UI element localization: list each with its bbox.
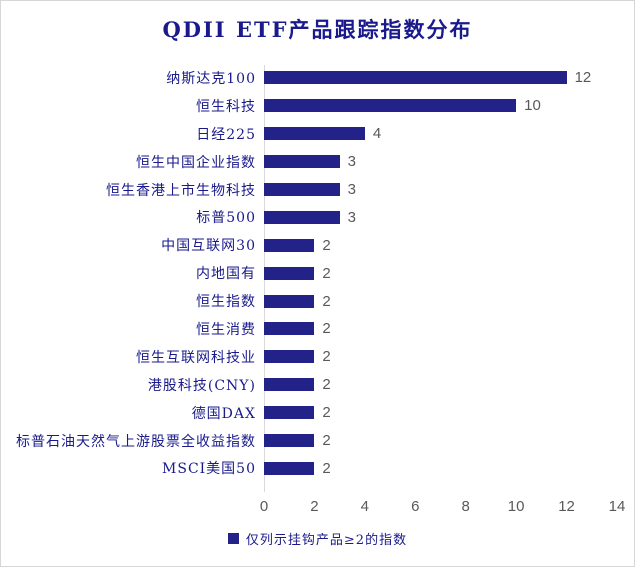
plot-cell: 2	[264, 399, 617, 427]
plot-cell: 2	[264, 287, 617, 315]
bar-row: 德国DAX 2	[1, 399, 634, 427]
category-label: 恒生中国企业指数	[136, 154, 256, 171]
legend-label: 仅列示挂钩产品≥2的指数	[245, 533, 408, 548]
plot-cell: 2	[264, 454, 617, 482]
plot-cell: 2	[264, 231, 617, 259]
value-label: 3	[347, 153, 356, 171]
bar-row: 恒生消费 2	[1, 315, 634, 343]
bar	[264, 266, 315, 280]
value-label: 4	[372, 125, 382, 143]
x-axis-tick: 6	[411, 498, 420, 515]
plot-cell: 2	[264, 343, 617, 371]
bar	[264, 406, 315, 420]
plot-cell: 12	[264, 64, 617, 92]
value-label: 2	[322, 292, 331, 310]
legend-item: 仅列示挂钩产品≥2的指数	[227, 529, 408, 548]
value-label: 2	[322, 376, 331, 394]
x-axis-tick: 2	[310, 498, 319, 515]
category-label: 日经225	[196, 126, 256, 143]
plot-cell: 2	[264, 371, 617, 399]
bar	[264, 71, 567, 85]
value-label: 2	[322, 459, 331, 477]
bar-row: 内地国有 2	[1, 259, 634, 287]
bar-row: 日经225 4	[1, 120, 634, 148]
bar-row: MSCI美国50 2	[1, 454, 634, 482]
category-label: 内地国有	[196, 266, 256, 283]
bar	[264, 461, 315, 475]
category-label: 标普500	[196, 210, 256, 227]
category-label: 中国互联网30	[161, 238, 256, 255]
category-label: 恒生消费	[196, 321, 256, 338]
value-label: 2	[322, 320, 331, 338]
bar-row: 恒生科技 10	[1, 92, 634, 120]
x-axis-tick: 12	[558, 498, 575, 515]
plot-cell: 3	[264, 203, 617, 231]
value-label: 10	[524, 97, 541, 115]
bar-rows: 纳斯达克100 12 恒生科技 10 日经225 4 恒生中国企业指数 3 恒生香港上市生物科技…	[1, 64, 634, 482]
category-label: 德国DAX	[191, 405, 256, 422]
x-axis-tick: 8	[461, 498, 470, 515]
value-label: 12	[574, 69, 592, 87]
x-axis-tick: 10	[507, 498, 525, 515]
category-label: MSCI美国50	[162, 461, 256, 478]
bar	[264, 294, 315, 308]
x-axis: 0 2 4 6 8 10 12 14	[260, 498, 626, 516]
plot-cell: 3	[264, 148, 617, 176]
value-label: 2	[322, 404, 331, 422]
category-label: 恒生科技	[196, 98, 256, 115]
x-axis-tick: 4	[360, 498, 370, 515]
plot-cell: 10	[264, 92, 617, 120]
bar-row: 恒生指数 2	[1, 287, 634, 315]
bar	[264, 322, 315, 336]
plot-cell: 2	[264, 315, 617, 343]
bar-row: 标普石油天然气上游股票全收益指数 2	[1, 427, 634, 455]
bar-row: 恒生互联网科技业 2	[1, 343, 634, 371]
bar	[264, 238, 315, 252]
bar-row: 港股科技(CNY) 2	[1, 371, 634, 399]
bar	[264, 127, 365, 141]
value-label: 2	[322, 432, 331, 450]
bar	[264, 378, 315, 392]
bar	[264, 210, 340, 224]
bar-row: 标普500 3	[1, 203, 634, 231]
bar	[264, 434, 315, 448]
bar-row: 纳斯达克100 12	[1, 64, 634, 92]
bar	[264, 155, 340, 169]
category-label: 恒生互联网科技业	[136, 349, 256, 366]
chart-title: QDII ETF产品跟踪指数分布	[162, 17, 473, 42]
value-label: 2	[322, 236, 331, 254]
category-label: 港股科技(CNY)	[147, 377, 256, 394]
x-axis-tick: 0	[259, 498, 269, 515]
plot-cell: 3	[264, 176, 617, 204]
bar	[264, 99, 517, 113]
plot-cell: 4	[264, 120, 617, 148]
legend: 仅列示挂钩产品≥2的指数	[1, 529, 634, 549]
category-label: 标普石油天然气上游股票全收益指数	[16, 433, 256, 450]
bar-row: 中国互联网30 2	[1, 231, 634, 259]
legend-square-icon	[227, 533, 239, 544]
category-label: 纳斯达克100	[166, 70, 256, 87]
category-label: 恒生指数	[196, 294, 256, 311]
value-label: 2	[322, 348, 331, 366]
bar-chart: 纳斯达克100 12 恒生科技 10 日经225 4 恒生中国企业指数 3 恒生香港上市生物科技…	[1, 64, 634, 564]
bar	[264, 350, 315, 364]
value-label: 3	[347, 208, 356, 226]
x-axis-tick: 14	[608, 498, 626, 515]
bar	[264, 183, 340, 196]
bar-row: 恒生中国企业指数 3	[1, 148, 634, 176]
value-label: 3	[347, 181, 356, 198]
plot-cell: 2	[264, 427, 617, 455]
category-label: 恒生香港上市生物科技	[106, 182, 256, 199]
value-label: 2	[322, 264, 331, 282]
bar-row: 恒生香港上市生物科技 3	[1, 176, 634, 204]
plot-cell: 2	[264, 259, 617, 287]
